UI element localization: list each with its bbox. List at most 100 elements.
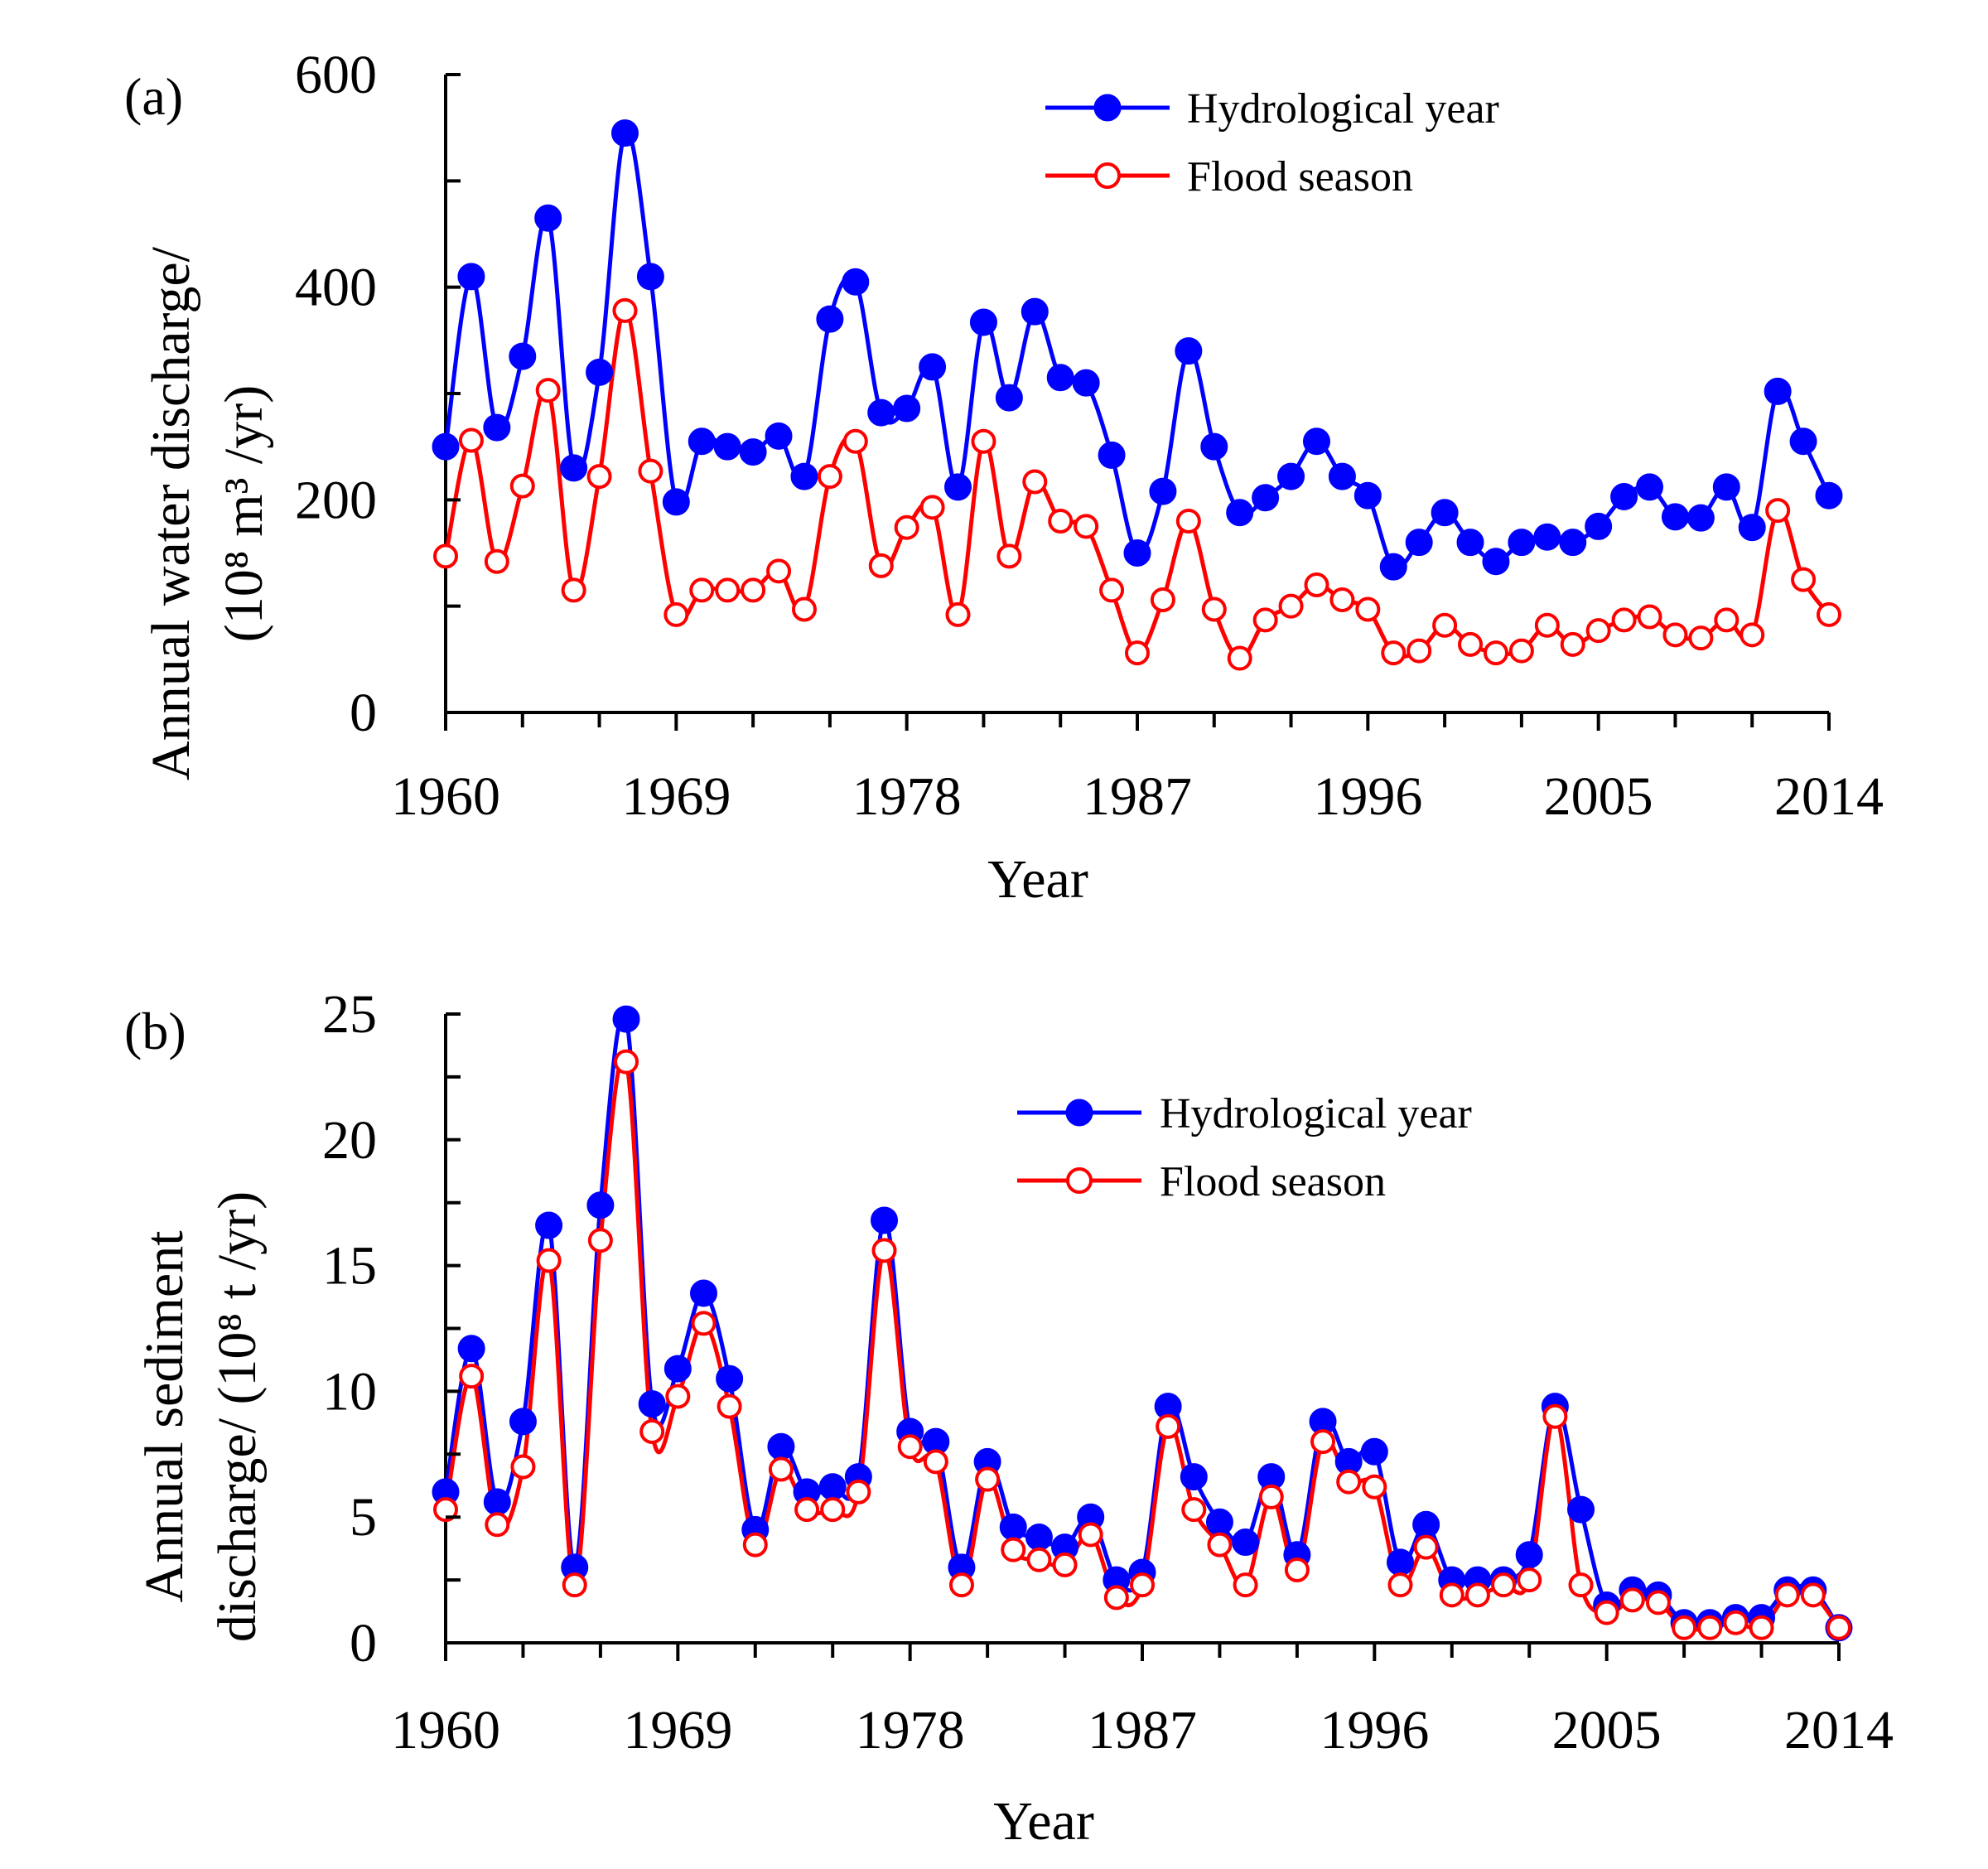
panel-a-legend-hydrological-label: Hydrological year xyxy=(1187,85,1499,133)
panel-a-flood-point xyxy=(1099,577,1125,603)
panel-a-hydrological-point xyxy=(1789,427,1817,456)
panel-b-flood-point xyxy=(1800,1582,1826,1608)
panel-b-y-tick-label: 25 xyxy=(322,984,377,1045)
panel-b-flood-point xyxy=(562,1572,587,1598)
panel-a-flood-point xyxy=(842,428,868,454)
panel-a-hydrological-point xyxy=(1533,523,1561,551)
panel-b-flood-point xyxy=(614,1049,639,1075)
panel-a-hydrological-point xyxy=(1072,369,1100,397)
panel-a-hydrological-point xyxy=(1431,499,1459,527)
panel-a-y-ticks: 0 200 400 600 xyxy=(295,45,461,743)
panel-a-hydrological-point xyxy=(534,204,562,232)
panel-a-y-axis-title-line2: (10⁸ m³ /yr) xyxy=(214,385,274,642)
panel-b-axes xyxy=(444,1014,1839,1644)
panel-a-hydrological-point xyxy=(1636,473,1664,501)
panel-a-flood-point xyxy=(1329,587,1355,612)
panel-b-flood-line xyxy=(443,1054,1841,1632)
panel-a-hydrological-point xyxy=(1379,553,1407,581)
panel-b-y-tick-label: 20 xyxy=(322,1110,377,1171)
panel-a-flood-point xyxy=(1534,612,1560,638)
panel-a-flood-point xyxy=(945,601,971,627)
panel-b-flood-point xyxy=(1284,1557,1310,1582)
panel-b-flood-point xyxy=(1207,1532,1233,1558)
panel-a-hydrological-point xyxy=(919,353,947,381)
panel-b-series xyxy=(432,1005,1853,1642)
panel-b-flood-point xyxy=(1464,1582,1490,1608)
panel-b-flood-point xyxy=(1156,1413,1181,1439)
panel-b-flood-point xyxy=(948,1572,974,1598)
panel-b-x-tick-label: 1996 xyxy=(1320,1700,1429,1760)
panel-a-legend: Hydrological year Flood season xyxy=(1045,85,1499,200)
panel-a-hydrological-point xyxy=(1200,432,1228,461)
panel-a-flood-point xyxy=(586,464,612,490)
panel-a-hydrological-point xyxy=(995,384,1023,412)
panel-a-y-axis-title-line1: Annual water discharge/ xyxy=(141,246,201,780)
panel-b-hydrological-point xyxy=(716,1364,744,1393)
panel-b-flood-point xyxy=(742,1532,768,1558)
panel-b-flood-point xyxy=(820,1497,846,1523)
panel-b-legend: Hydrological year Flood season xyxy=(1017,1090,1472,1205)
panel-b-flood-point xyxy=(1594,1600,1619,1625)
panel-a-y-tick-label: 200 xyxy=(295,470,377,530)
panel-a-flood-point xyxy=(1175,509,1201,534)
panel-b-flood-point xyxy=(1078,1522,1103,1548)
panel-a-flood-point xyxy=(509,473,535,499)
panel-b-flood-point xyxy=(1052,1552,1078,1577)
panel-a-flood-point xyxy=(1304,572,1329,597)
panel-b-hydrological-point xyxy=(638,1390,666,1418)
panel-a-water-discharge: (a) 0 200 400 600 1960 1969 1978 1987 1996 2005 2… xyxy=(124,45,1884,910)
panel-a-flood-point xyxy=(1560,631,1585,657)
panel-a-flood-point xyxy=(484,548,509,574)
panel-a-x-tick-label: 1969 xyxy=(621,766,731,827)
panel-a-flood-point xyxy=(919,495,945,520)
panel-b-flood-point xyxy=(433,1497,458,1523)
panel-a-x-tick-label: 1987 xyxy=(1083,766,1192,827)
panel-b-y-tick-label: 15 xyxy=(322,1236,377,1297)
panel-b-flood-point xyxy=(587,1228,613,1253)
panel-a-x-tick-label: 1960 xyxy=(391,766,500,827)
panel-a-hydrological-point xyxy=(1559,529,1587,557)
panel-a-x-ticks: 1960 1969 1978 1987 1996 2005 2014 xyxy=(391,712,1884,827)
panel-b-x-tick-label: 1969 xyxy=(623,1700,732,1760)
panel-a-flood-point xyxy=(1611,607,1637,633)
panel-b-flood-point xyxy=(1645,1590,1671,1615)
panel-b-flood-point xyxy=(1439,1582,1464,1608)
panel-b-hydrological-point xyxy=(612,1005,640,1033)
panel-b-y-tick-label: 10 xyxy=(322,1361,377,1422)
panel-a-y-tick-label: 0 xyxy=(350,683,377,743)
panel-b-y-ticks: 0 5 10 15 20 25 xyxy=(322,984,461,1673)
panel-a-x-tick-label: 1996 xyxy=(1313,766,1422,827)
panel-a-flood-point xyxy=(1227,645,1252,671)
panel-a-flood-point xyxy=(638,458,663,484)
panel-b-hydrological-line xyxy=(443,1012,1841,1630)
panel-a-hydrological-point xyxy=(560,454,588,482)
panel-a-y-tick-label: 400 xyxy=(295,258,377,318)
panel-b-flood-point xyxy=(1181,1497,1207,1523)
panel-a-hydrological-point xyxy=(1712,473,1740,501)
panel-b-x-ticks: 1960 1969 1978 1987 1996 2005 2014 xyxy=(391,1643,1894,1760)
panel-b-flood-point xyxy=(510,1454,536,1480)
panel-b-hydrological-point xyxy=(767,1432,795,1461)
panel-a-hydrological-point xyxy=(688,427,716,456)
panel-a-hydrological-point xyxy=(739,438,767,466)
panel-a-flood-point xyxy=(458,427,484,453)
panel-a-flood-point xyxy=(894,514,919,540)
panel-b-x-tick-label: 1978 xyxy=(856,1700,965,1760)
panel-a-x-tick-label: 2014 xyxy=(1774,766,1884,827)
panel-b-flood-point xyxy=(768,1456,794,1482)
panel-b-y-tick-label: 5 xyxy=(350,1487,377,1548)
panel-b-hydrological-point xyxy=(1515,1541,1543,1569)
panel-b-flood-point xyxy=(1258,1484,1284,1509)
panel-b-flood-point xyxy=(1387,1572,1413,1598)
panel-b-y-axis-title-line1: Annual sediment xyxy=(134,1230,195,1602)
panel-b-hydrological-point xyxy=(586,1191,615,1219)
panel-a-hydrological-point xyxy=(1405,529,1433,557)
panel-b-flood-point xyxy=(1826,1615,1851,1640)
panel-a-legend-flood-marker xyxy=(1094,162,1121,189)
panel-a-flood-point xyxy=(663,601,689,627)
panel-b-hydrological-point xyxy=(1567,1495,1595,1524)
panel-b-flood-point xyxy=(871,1238,897,1263)
panel-a-hydrological-point xyxy=(1175,337,1203,365)
panel-a-flood-point xyxy=(1585,618,1611,644)
panel-b-flood-point xyxy=(1491,1572,1517,1598)
